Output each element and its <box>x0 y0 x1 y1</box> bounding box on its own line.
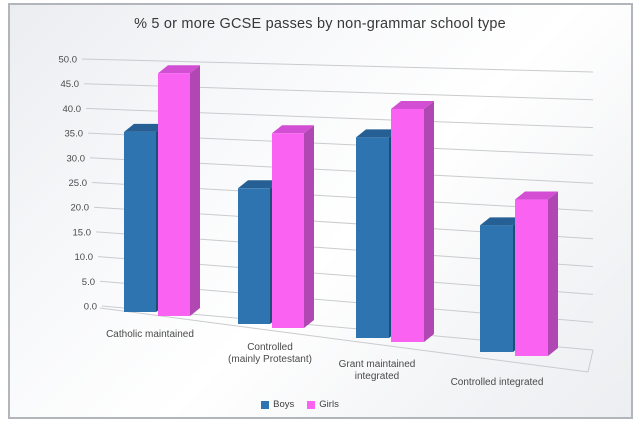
gridline <box>81 58 594 73</box>
legend-label-boys: Boys <box>273 399 295 410</box>
y-tick-label: 50.0 <box>59 55 78 66</box>
category-label: Grant maintained <box>339 359 416 370</box>
bar-boys-0 <box>124 131 156 312</box>
bar-boys-3-top <box>480 217 523 226</box>
floor-front-edge <box>99 307 589 373</box>
y-tick-label: 40.0 <box>63 104 82 115</box>
legend-item-girls: Girls <box>307 399 339 410</box>
floor-right-edge <box>587 349 594 373</box>
bar-boys-1 <box>238 188 270 324</box>
y-tick-label: 0.0 <box>84 302 97 313</box>
bar-girls-1-side <box>304 125 314 328</box>
bar-girls-2-side <box>424 100 434 342</box>
legend-item-boys: Boys <box>261 399 294 410</box>
category-label: Controlled <box>247 342 293 353</box>
legend: Boys Girls <box>0 399 600 410</box>
y-tick-label: 35.0 <box>65 129 84 140</box>
bar-girls-0-side <box>190 65 200 317</box>
legend-swatch-boys-icon <box>261 400 270 409</box>
bar-boys-2-top <box>356 129 399 138</box>
y-tick-label: 10.0 <box>75 252 94 263</box>
category-label: (mainly Protestant) <box>228 354 312 365</box>
legend-swatch-girls-icon <box>307 400 316 409</box>
y-tick-label: 20.0 <box>71 203 90 214</box>
bar-girls-3-top <box>515 191 558 200</box>
bar-girls-1-top <box>272 125 314 134</box>
bar-boys-1-top <box>238 180 280 189</box>
y-tick-label: 5.0 <box>82 277 95 288</box>
chart-title: % 5 or more GCSE passes by non-grammar s… <box>134 16 506 32</box>
bar-boys-3 <box>480 225 513 352</box>
bar-boys-0-top <box>124 123 166 132</box>
y-tick-label: 30.0 <box>67 153 86 164</box>
y-tick-label: 15.0 <box>73 227 92 238</box>
bar-girls-0 <box>158 73 190 317</box>
category-label: Controlled integrated <box>451 377 544 388</box>
category-label: integrated <box>355 371 399 382</box>
bar-girls-3-side <box>548 191 558 356</box>
bar-boys-2 <box>356 137 389 338</box>
category-label: Catholic maintained <box>106 329 194 340</box>
bar-girls-1 <box>272 133 304 328</box>
bar-girls-3 <box>515 199 548 356</box>
bar-girls-2 <box>391 108 424 342</box>
legend-label-girls: Girls <box>319 399 339 410</box>
bar-girls-0-top <box>158 65 200 74</box>
y-tick-label: 25.0 <box>69 178 88 189</box>
y-tick-label: 45.0 <box>61 79 80 90</box>
bar-girls-2-top <box>391 100 434 109</box>
